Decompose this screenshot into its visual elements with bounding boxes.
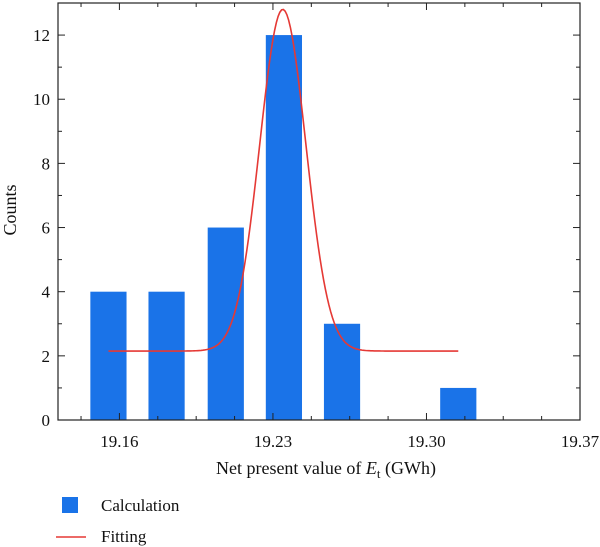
plot-frame (57, 2, 581, 421)
y-tick-label: 10 (33, 90, 50, 109)
bars-group (90, 35, 477, 420)
bar-3 (265, 35, 303, 420)
y-tick-label: 8 (42, 154, 51, 173)
legend-fitting-label: Fitting (101, 527, 147, 546)
y-tick-label: 0 (42, 411, 51, 430)
legend: Calculation Fitting (56, 496, 180, 546)
legend-calculation-swatch (62, 497, 78, 513)
bar-0 (90, 291, 127, 420)
x-tick-label: 19.16 (100, 432, 138, 451)
bar-2 (207, 227, 244, 420)
x-tick-label: 19.23 (254, 432, 292, 451)
axis-ticks: 0 2 4 6 8 10 12 19.16 19.23 19.30 19.37 (33, 2, 600, 451)
x-axis-label: Net present value of Et (GWh) (216, 458, 436, 481)
y-tick-label: 4 (42, 283, 51, 302)
x-tick-label: 19.37 (561, 432, 600, 451)
y-tick-label: 2 (42, 347, 51, 366)
y-axis-label: Counts (0, 184, 20, 235)
fitting-curve (108, 8, 459, 352)
y-tick-label: 12 (33, 26, 50, 45)
bar-5 (440, 387, 477, 420)
legend-calculation-label: Calculation (101, 496, 180, 515)
y-tick-label: 6 (42, 219, 51, 238)
bar-1 (148, 291, 185, 420)
x-tick-label: 19.30 (407, 432, 445, 451)
